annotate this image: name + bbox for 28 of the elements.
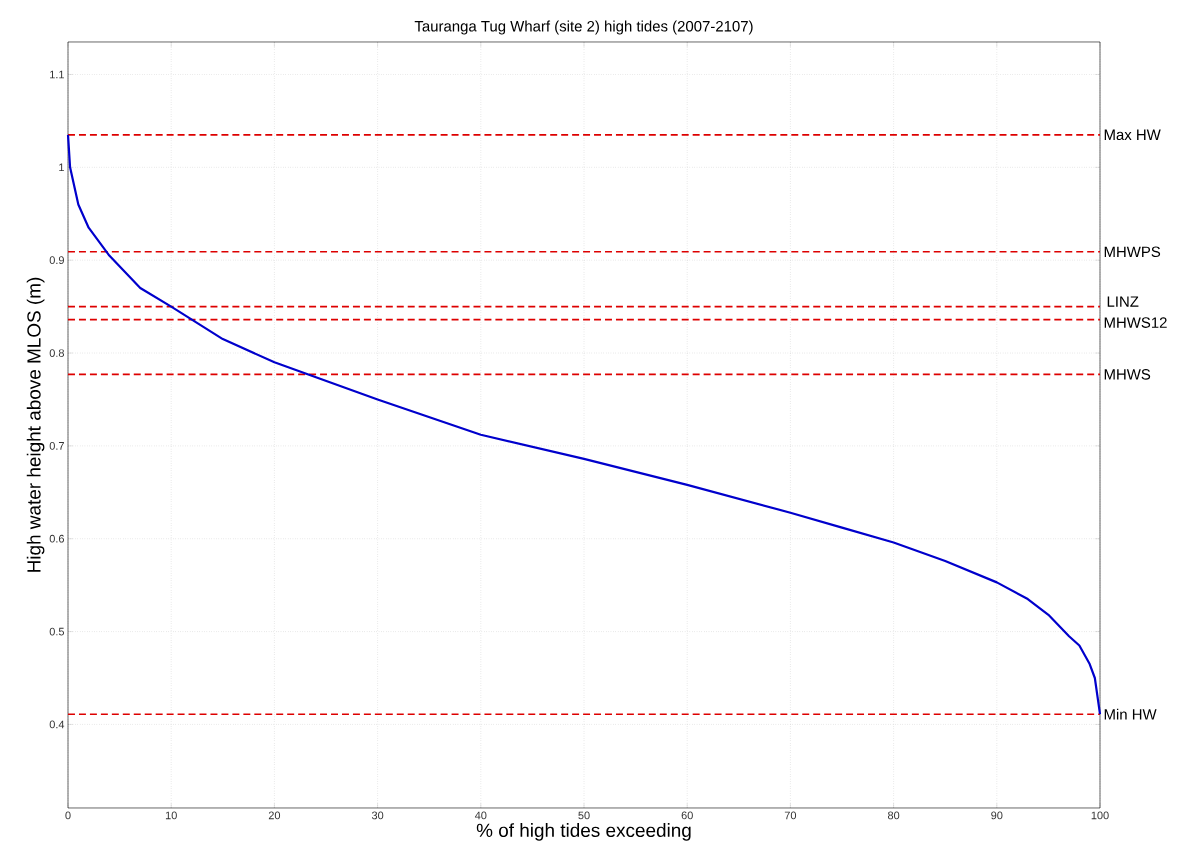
x-axis-title: % of high tides exceeding bbox=[476, 823, 691, 841]
chart-title: Tauranga Tug Wharf (site 2) high tides (2007-2107) bbox=[414, 20, 753, 35]
y-tick-label: 0.8 bbox=[49, 349, 64, 357]
y-tick-label: 0.4 bbox=[49, 720, 65, 729]
ref-line-label: Max HW bbox=[1104, 129, 1161, 141]
x-tick-label: 30 bbox=[371, 811, 384, 820]
ref-line-label: LINZ bbox=[1107, 296, 1139, 307]
x-tick-label: 70 bbox=[784, 811, 797, 820]
x-tick-label: 50 bbox=[578, 811, 590, 820]
y-tick-label: 0.6 bbox=[49, 534, 64, 543]
y-tick-label: 0.7 bbox=[49, 442, 64, 450]
y-tick-label: 1 bbox=[59, 163, 64, 172]
x-tick-label: 20 bbox=[268, 811, 281, 820]
x-tick-label: 40 bbox=[474, 811, 487, 820]
x-tick-label: 60 bbox=[681, 811, 693, 820]
y-tick-label: 0.5 bbox=[49, 627, 65, 636]
ref-line-label: MHWS bbox=[1104, 369, 1151, 380]
ref-line-label: MHWPS bbox=[1104, 246, 1161, 258]
ref-line-label: Min HW bbox=[1104, 708, 1157, 720]
x-tick-label: 100 bbox=[1091, 811, 1109, 820]
ref-line-label: MHWS12 bbox=[1104, 317, 1167, 328]
y-axis-title: High water height above MLOS (m) bbox=[26, 277, 45, 572]
x-tick-label: 90 bbox=[991, 811, 1003, 820]
y-tick-label: 1.1 bbox=[50, 70, 64, 79]
x-tick-label: 0 bbox=[65, 811, 71, 820]
x-tick-label: 10 bbox=[165, 811, 177, 820]
y-tick-label: 0.9 bbox=[49, 256, 64, 265]
x-tick-label: 80 bbox=[887, 811, 900, 820]
